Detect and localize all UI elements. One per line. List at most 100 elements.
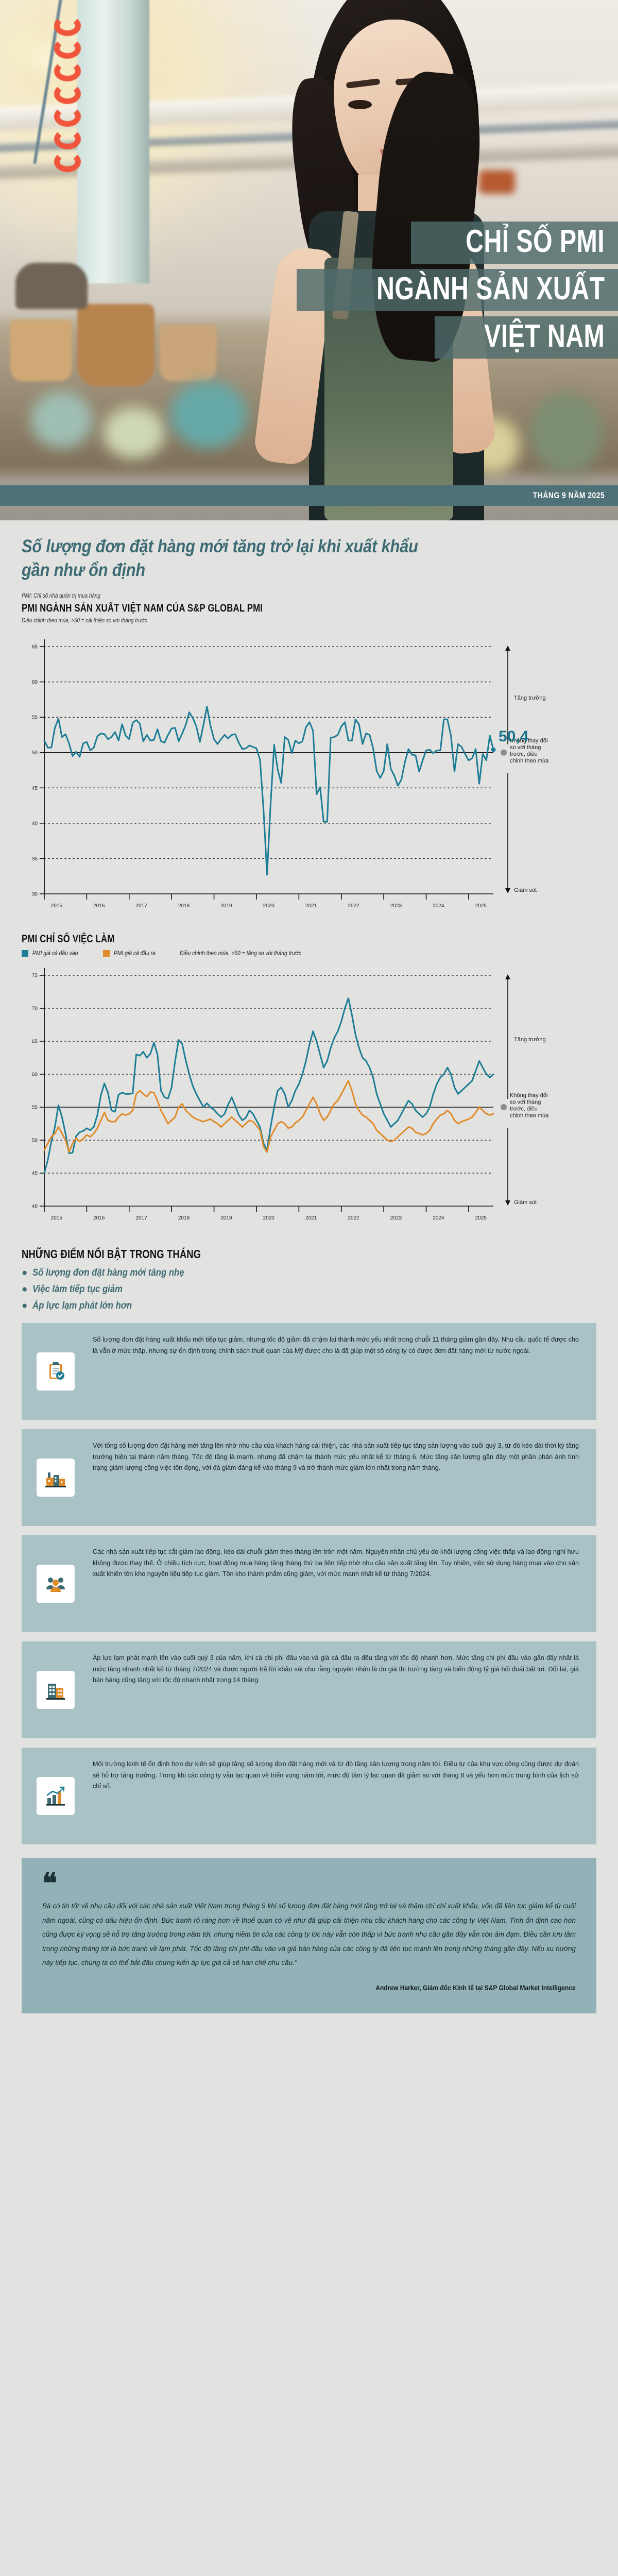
worker-photo bbox=[247, 0, 497, 520]
svg-text:2025: 2025 bbox=[475, 903, 487, 909]
bullet-dot-icon: ● bbox=[22, 1300, 28, 1311]
hero-date-bar: THÁNG 9 NĂM 2025 bbox=[0, 485, 618, 506]
bullet-dot-icon: ● bbox=[22, 1284, 28, 1295]
svg-text:30: 30 bbox=[32, 892, 38, 897]
svg-text:2018: 2018 bbox=[178, 903, 190, 909]
chart-up-icon bbox=[37, 1777, 75, 1815]
svg-text:65: 65 bbox=[32, 645, 38, 650]
clipboard-check-icon bbox=[37, 1352, 75, 1391]
svg-text:50,4: 50,4 bbox=[499, 728, 529, 745]
legend-swatch-input bbox=[22, 950, 28, 957]
svg-text:40: 40 bbox=[32, 1204, 38, 1210]
headline-line-2: gần như ổn định bbox=[22, 560, 146, 580]
svg-text:2023: 2023 bbox=[390, 1215, 402, 1221]
insight-card: Số lượng đơn đặt hàng xuất khẩu mới tiếp… bbox=[22, 1323, 596, 1420]
people-icon bbox=[37, 1565, 75, 1603]
chart1-subtitle: Điều chỉnh theo mùa, >50 = cải thiện so … bbox=[22, 618, 147, 624]
chart2-plot: 40 45 50 55 60 65 70 75 2015 2016 2017 2018 2019 2020… bbox=[22, 962, 596, 1230]
highlight-bullet: ● Áp lực lạm phát lớn hơn bbox=[22, 1300, 132, 1311]
svg-text:Tăng trưởng: Tăng trưởng bbox=[514, 695, 546, 701]
chart2-title: PMI CHỈ SỐ VIỆC LÀM bbox=[22, 933, 115, 945]
svg-text:trước, điều: trước, điều bbox=[510, 1106, 538, 1112]
svg-text:2016: 2016 bbox=[93, 903, 105, 909]
card-text: Áp lực lạm phát mạnh lên vào cuối quý 3 … bbox=[93, 1654, 579, 1684]
legend-swatch-output bbox=[102, 950, 110, 957]
quote-text: Bà có tin tốt về nhu cầu đối với các nhà… bbox=[42, 1902, 576, 1967]
svg-text:Tăng trưởng: Tăng trưởng bbox=[514, 1037, 546, 1043]
card-icon-column bbox=[22, 1748, 90, 1844]
insight-card: Với tổng số lượng đơn đặt hàng mới tăng … bbox=[22, 1429, 596, 1526]
svg-text:2015: 2015 bbox=[51, 1215, 63, 1221]
legend-label-input: PMI giá cả đầu vào bbox=[32, 950, 78, 957]
svg-text:2017: 2017 bbox=[135, 903, 147, 909]
svg-text:2021: 2021 bbox=[305, 1215, 317, 1221]
page-headline: Số lượng đơn đặt hàng mới tăng trở lại k… bbox=[22, 520, 596, 582]
svg-text:2022: 2022 bbox=[348, 1215, 359, 1221]
svg-text:2019: 2019 bbox=[220, 1215, 232, 1221]
svg-text:Giảm sút: Giảm sút bbox=[514, 1199, 537, 1206]
insight-card: Áp lực lạm phát mạnh lên vào cuối quý 3 … bbox=[22, 1641, 596, 1738]
svg-text:2016: 2016 bbox=[93, 1215, 105, 1221]
hero-title-line-2: NGÀNH SẢN XUẤT bbox=[296, 269, 618, 311]
svg-text:chỉnh theo mùa: chỉnh theo mùa bbox=[510, 1113, 549, 1119]
main-content: Số lượng đơn đặt hàng mới tăng trở lại k… bbox=[0, 520, 618, 2013]
svg-text:2017: 2017 bbox=[135, 1215, 147, 1221]
insight-cards: Số lượng đơn đặt hàng xuất khẩu mới tiếp… bbox=[22, 1323, 596, 1844]
card-text: Số lượng đơn đặt hàng xuất khẩu mới tiếp… bbox=[93, 1336, 579, 1354]
svg-text:so với tháng: so với tháng bbox=[510, 744, 541, 751]
factory-icon bbox=[37, 1459, 75, 1497]
svg-text:55: 55 bbox=[32, 1105, 38, 1111]
hero-section: CHỈ SỐ PMI NGÀNH SẢN XUẤT VIỆT NAM THÁNG… bbox=[0, 0, 618, 520]
svg-text:2025: 2025 bbox=[475, 1215, 487, 1221]
building-icon bbox=[37, 1671, 75, 1709]
chart2-legend: PMI giá cả đầu vào PMI giá cả đầu ra Điề… bbox=[22, 950, 596, 957]
svg-text:55: 55 bbox=[32, 715, 38, 721]
legend-item-input-prices: PMI giá cả đầu vào bbox=[22, 950, 85, 957]
svg-text:2024: 2024 bbox=[433, 1215, 444, 1221]
card-text: Môi trường kinh tế ổn định hơn dự kiến s… bbox=[93, 1760, 579, 1790]
svg-text:35: 35 bbox=[32, 856, 38, 862]
quote-block: ❝ Bà có tin tốt về nhu cầu đối với các n… bbox=[22, 1858, 596, 2013]
chart1-svg: 30 35 40 45 50 55 60 65 2015 2016 2017 2018 2019 2020… bbox=[32, 639, 549, 909]
svg-text:70: 70 bbox=[32, 1006, 38, 1012]
hero-title-line-1: CHỈ SỐ PMI bbox=[410, 222, 618, 264]
svg-text:2019: 2019 bbox=[220, 903, 232, 909]
svg-text:2023: 2023 bbox=[390, 903, 402, 909]
insight-card: Các nhà sản xuất tiếp tục cắt giảm lao đ… bbox=[22, 1535, 596, 1632]
hero-title-line-3: VIỆT NAM bbox=[434, 316, 618, 359]
decorative-coil bbox=[54, 15, 82, 185]
insight-card: Môi trường kinh tế ổn định hơn dự kiến s… bbox=[22, 1748, 596, 1844]
svg-text:65: 65 bbox=[32, 1039, 38, 1045]
chart2-subtitle: Điều chỉnh theo mùa, >50 = tăng so với t… bbox=[179, 950, 301, 957]
svg-text:75: 75 bbox=[32, 973, 38, 979]
svg-text:50: 50 bbox=[32, 750, 38, 756]
svg-text:50: 50 bbox=[32, 1138, 38, 1144]
svg-text:45: 45 bbox=[32, 786, 38, 791]
svg-text:2021: 2021 bbox=[305, 903, 317, 909]
svg-text:2018: 2018 bbox=[178, 1215, 190, 1221]
legend-label-output: PMI giá cả đầu ra bbox=[113, 950, 156, 957]
card-icon-column bbox=[22, 1641, 90, 1738]
svg-text:Giảm sút: Giảm sút bbox=[514, 887, 537, 893]
card-text: Các nhà sản xuất tiếp tục cắt giảm lao đ… bbox=[93, 1548, 579, 1578]
svg-text:trước, điều: trước, điều bbox=[510, 751, 538, 757]
quote-mark-icon: ❝ bbox=[42, 1868, 57, 1899]
svg-text:2020: 2020 bbox=[263, 1215, 275, 1221]
hero-title-block: CHỈ SỐ PMI NGÀNH SẢN XUẤT VIỆT NAM THÁNG… bbox=[0, 0, 618, 520]
card-icon-column bbox=[22, 1323, 90, 1420]
svg-text:45: 45 bbox=[32, 1171, 38, 1177]
highlights-bullets: ● Số lượng đơn đặt hàng mới tăng nhẹ ● Việ… bbox=[22, 1267, 596, 1312]
headline-line-1: Số lượng đơn đặt hàng mới tăng trở lại k… bbox=[22, 536, 418, 556]
card-icon-column bbox=[22, 1429, 90, 1526]
svg-text:Không thay đổi: Không thay đổi bbox=[510, 1093, 547, 1099]
chart1-kicker: PMI: Chỉ số nhà quản trị mua hàng bbox=[22, 593, 100, 599]
svg-text:40: 40 bbox=[32, 821, 38, 826]
bullet-dot-icon: ● bbox=[22, 1267, 28, 1278]
svg-text:2022: 2022 bbox=[348, 903, 359, 909]
svg-text:2020: 2020 bbox=[263, 903, 275, 909]
highlight-bullet: ● Việc làm tiếp tục giảm bbox=[22, 1284, 123, 1295]
svg-text:2015: 2015 bbox=[51, 903, 63, 909]
highlights-title: NHỮNG ĐIỂM NỔI BẬT TRONG THÁNG bbox=[22, 1247, 201, 1261]
card-text: Với tổng số lượng đơn đặt hàng mới tăng … bbox=[93, 1442, 579, 1472]
